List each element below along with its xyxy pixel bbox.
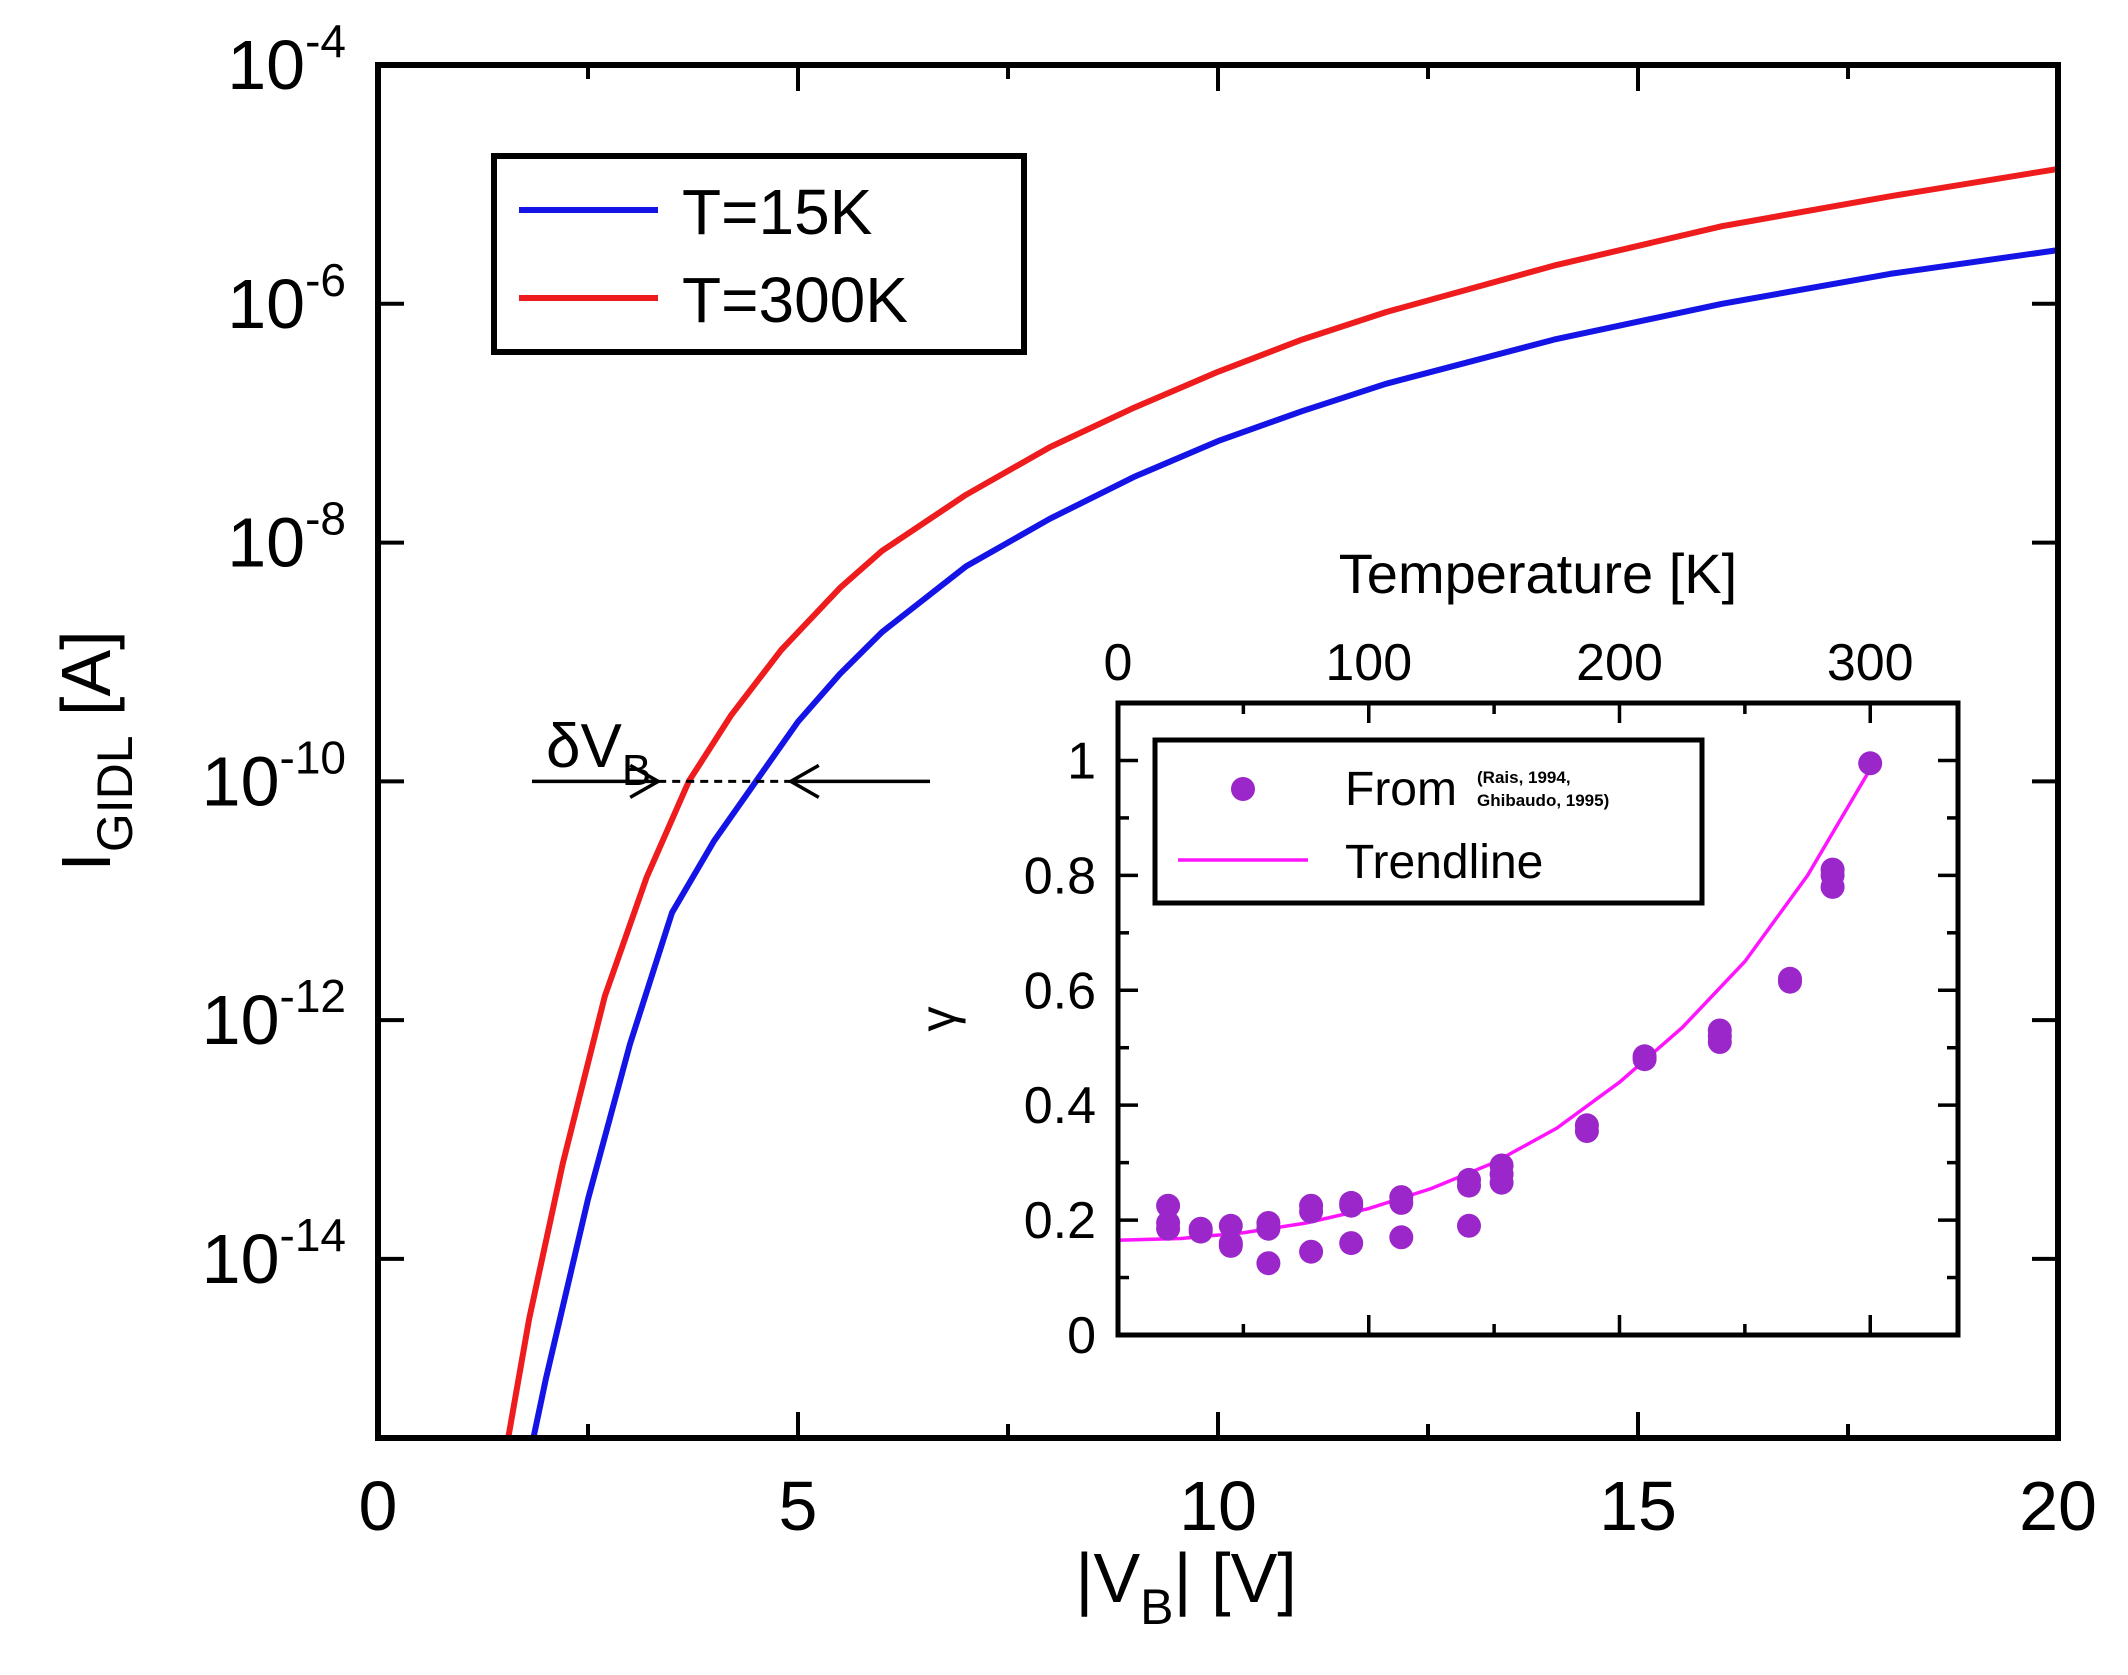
inset-data-point xyxy=(1156,1193,1181,1218)
main-x-axis-tick-labels: 0 5 10 15 20 xyxy=(359,1467,2097,1545)
inset-data-point xyxy=(1188,1219,1213,1244)
main-x-tick-label: 10 xyxy=(1179,1467,1257,1545)
main-legend-box xyxy=(491,153,1027,355)
inset-legend-from-label: From xyxy=(1345,763,1457,816)
inset-legend-trend-label: Trendline xyxy=(1345,836,1543,889)
main-plot-frame xyxy=(375,62,2061,1441)
main-x-axis-label: |VB| [V] xyxy=(1075,1539,1296,1635)
inset-y-tick-label: 0.4 xyxy=(1024,1077,1096,1135)
inset-data-point xyxy=(1820,874,1845,899)
inset-chart: 0 100 200 300 0 0.2 0.4 0.6 0.8 1 Temperature [K… xyxy=(910,542,1961,1365)
inset-y-tick-label: 0.2 xyxy=(1024,1192,1096,1250)
inset-top-axis-label: Temperature [K] xyxy=(1339,542,1737,605)
main-y-tick-label: 10-14 xyxy=(202,1209,346,1298)
inset-data-point xyxy=(1299,1239,1324,1264)
inset-data-points xyxy=(1156,751,1883,1276)
inset-plot-frame xyxy=(1115,700,1961,1338)
main-y-axis-label: IGIDL [A] xyxy=(47,630,143,871)
inset-data-point xyxy=(1489,1170,1514,1195)
inset-legend-citation-line1: (Rais, 1994, xyxy=(1477,768,1571,787)
inset-legend-box xyxy=(1152,737,1705,906)
inset-x-axis-tick-labels: 0 100 200 300 xyxy=(1104,634,1914,692)
main-y-tick-label: 10-12 xyxy=(202,970,346,1059)
inset-legend: From (Rais, 1994, Ghibaudo, 1995) Trendl… xyxy=(1152,737,1705,906)
main-y-tick-label: 10-10 xyxy=(202,731,346,820)
inset-legend-citation-line2: Ghibaudo, 1995) xyxy=(1477,791,1609,810)
inset-y-axis-tick-labels: 0 0.2 0.4 0.6 0.8 1 xyxy=(1024,732,1096,1365)
inset-data-point xyxy=(1339,1231,1364,1256)
series-line-t15k xyxy=(530,247,2061,1441)
inset-x-tick-label: 300 xyxy=(1827,634,1914,692)
inset-data-point xyxy=(1156,1216,1181,1241)
delta-vb-annotation: δVB xyxy=(532,712,930,799)
inset-data-point xyxy=(1299,1199,1324,1224)
inset-y-tick-label: 0.8 xyxy=(1024,847,1096,905)
main-x-tick-label: 15 xyxy=(1599,1467,1677,1545)
inset-data-point xyxy=(1218,1233,1243,1258)
inset-y-tick-label: 0.6 xyxy=(1024,962,1096,1020)
inset-data-point xyxy=(1389,1225,1414,1250)
inset-data-point xyxy=(1256,1216,1281,1241)
inset-data-point xyxy=(1632,1047,1657,1072)
inset-data-point xyxy=(1858,751,1883,776)
inset-data-point xyxy=(1339,1193,1364,1218)
main-y-tick-label: 10-6 xyxy=(227,254,346,343)
inset-data-point xyxy=(1778,969,1802,994)
annotation-delta-vb-label: δVB xyxy=(546,712,651,795)
inset-data-point xyxy=(1256,1251,1281,1276)
inset-y-tick-label: 1 xyxy=(1067,732,1096,790)
main-y-tick-label: 10-4 xyxy=(227,15,346,104)
series-line-t300k xyxy=(505,165,2061,1441)
inset-data-point xyxy=(1457,1213,1481,1238)
main-y-axis-tick-labels: 10-4 10-6 10-8 10-10 10-12 10-14 xyxy=(202,15,346,1298)
inset-data-point xyxy=(1457,1173,1481,1198)
main-x-tick-label: 20 xyxy=(2019,1467,2097,1545)
legend-label-t300k: T=300K xyxy=(682,264,908,336)
inset-data-point xyxy=(1707,1030,1732,1054)
inset-x-tick-label: 100 xyxy=(1325,634,1412,692)
main-x-tick-label: 0 xyxy=(359,1467,398,1545)
inset-x-tick-label: 200 xyxy=(1576,634,1663,692)
inset-data-point xyxy=(1389,1190,1414,1215)
inset-legend-point-marker xyxy=(1231,777,1255,801)
inset-data-point xyxy=(1218,1213,1243,1238)
inset-y-tick-label: 0 xyxy=(1067,1307,1096,1365)
main-legend: T=15K T=300K xyxy=(491,153,1027,355)
inset-x-tick-label: 0 xyxy=(1104,634,1133,692)
inset-data-point xyxy=(1574,1119,1599,1143)
main-y-tick-label: 10-8 xyxy=(227,493,346,582)
annotation-right-arrowhead xyxy=(787,763,820,799)
main-x-tick-label: 5 xyxy=(779,1467,818,1545)
inset-y-axis-label: γ xyxy=(910,1007,966,1032)
legend-label-t15k: T=15K xyxy=(682,176,872,248)
